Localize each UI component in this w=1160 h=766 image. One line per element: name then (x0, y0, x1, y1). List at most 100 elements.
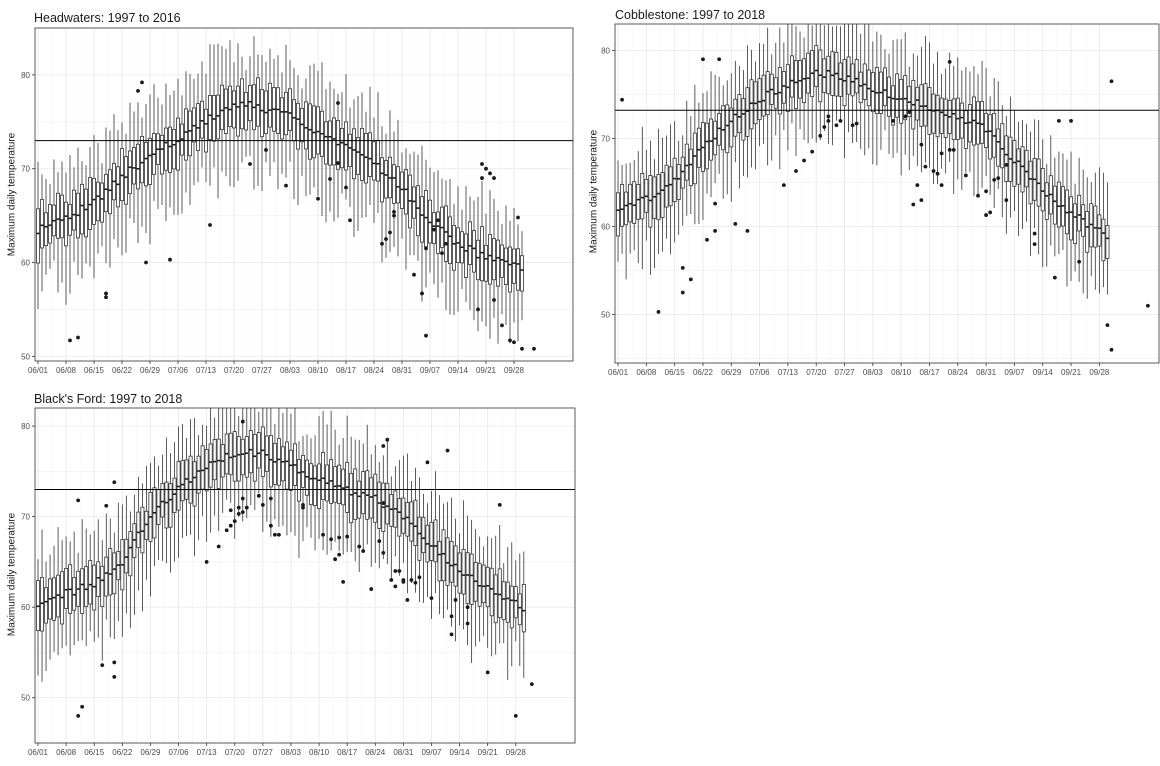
x-tick-label: 06/29 (721, 368, 742, 377)
box (660, 172, 665, 218)
outlier-point (384, 237, 388, 241)
box (216, 438, 221, 489)
outlier-point (465, 621, 470, 626)
outlier-point (232, 519, 237, 524)
box (204, 449, 209, 492)
box (260, 89, 264, 138)
outlier-point (923, 164, 928, 169)
x-tick-label: 06/22 (112, 748, 133, 757)
box (1056, 181, 1061, 228)
box (461, 549, 466, 595)
box (212, 439, 217, 481)
box (232, 90, 236, 129)
x-tick-label: 09/28 (504, 366, 525, 375)
box (684, 143, 689, 181)
outlier-point (412, 272, 416, 277)
outlier-point (453, 598, 458, 602)
box (352, 128, 356, 180)
outlier-point (244, 505, 249, 510)
box (288, 449, 293, 491)
box (357, 480, 362, 519)
box (453, 545, 458, 587)
box (497, 568, 502, 618)
box (44, 212, 48, 247)
x-tick-label: 09/28 (506, 748, 527, 757)
outlier-point (822, 125, 827, 129)
outlier-point (1069, 118, 1073, 123)
box (640, 172, 645, 220)
box (452, 225, 456, 271)
plot-area: 50 60 70 80 06/01 06/08 06/15 06/22 06/29 07/06 07… (21, 407, 576, 757)
x-tick-label: 09/21 (476, 366, 497, 375)
box (292, 99, 296, 142)
box (959, 102, 964, 139)
outlier-point (826, 114, 831, 119)
outlier-point (380, 241, 384, 246)
outlier-point (802, 158, 806, 163)
outlier-point (850, 123, 855, 128)
y-tick-label: 60 (21, 259, 30, 268)
box (208, 95, 212, 140)
box (963, 110, 968, 149)
x-tick-label: 06/01 (28, 366, 49, 375)
box (404, 169, 408, 215)
box (1101, 218, 1106, 262)
box (88, 560, 93, 605)
outlier-point (688, 277, 693, 282)
outlier-point (713, 201, 717, 206)
box (862, 63, 867, 100)
x-tick-label: 06/15 (84, 366, 105, 375)
x-tick-label: 08/24 (365, 748, 386, 757)
box (984, 112, 989, 149)
outlier-point (834, 123, 839, 128)
y-tick-label: 80 (601, 46, 610, 55)
outlier-point (963, 173, 968, 178)
box (296, 102, 300, 150)
box (280, 446, 285, 482)
outlier-point (480, 176, 484, 180)
box (72, 577, 77, 611)
box (789, 55, 794, 98)
outlier-point (397, 569, 402, 573)
x-tick-label: 08/17 (337, 748, 358, 757)
box (1105, 225, 1110, 259)
box (144, 510, 149, 540)
outlier-point (405, 598, 410, 602)
box (870, 72, 875, 113)
outlier-point (1057, 118, 1061, 123)
box (140, 506, 145, 554)
box (124, 156, 128, 205)
box (504, 247, 508, 286)
box (874, 67, 879, 115)
outlier-point (329, 537, 333, 542)
outlier-point (826, 118, 831, 123)
box (188, 455, 193, 504)
box (401, 497, 406, 534)
outlier-point (429, 596, 434, 601)
box (412, 186, 416, 219)
box (309, 463, 313, 506)
plot-area: 50 60 70 80 06/01 06/08 06/15 06/22 06/29 07/06 07… (601, 23, 1160, 377)
outlier-point (1032, 242, 1037, 247)
box (1012, 140, 1017, 187)
outlier-point (381, 444, 386, 448)
outlier-point (417, 575, 422, 580)
box (850, 63, 855, 97)
outlier-point (80, 704, 85, 709)
x-tick-label: 09/21 (1061, 368, 1082, 377)
plot-area: 50 60 70 80 06/01 06/08 06/15 06/22 06/29 07/06 07… (21, 27, 574, 375)
outlier-point (532, 346, 536, 351)
box (305, 459, 309, 496)
box (96, 561, 101, 597)
outlier-point (409, 578, 414, 582)
x-tick-label: 07/06 (168, 366, 189, 375)
y-tick-label: 70 (21, 165, 30, 174)
outlier-point (1004, 198, 1009, 203)
outlier-point (224, 528, 229, 533)
box (492, 238, 496, 281)
x-tick-label: 08/03 (281, 748, 302, 757)
outlier-point (328, 177, 332, 181)
x-tick-label: 08/31 (393, 748, 414, 757)
x-tick-label: 08/10 (308, 366, 329, 375)
outlier-point (1004, 162, 1009, 167)
